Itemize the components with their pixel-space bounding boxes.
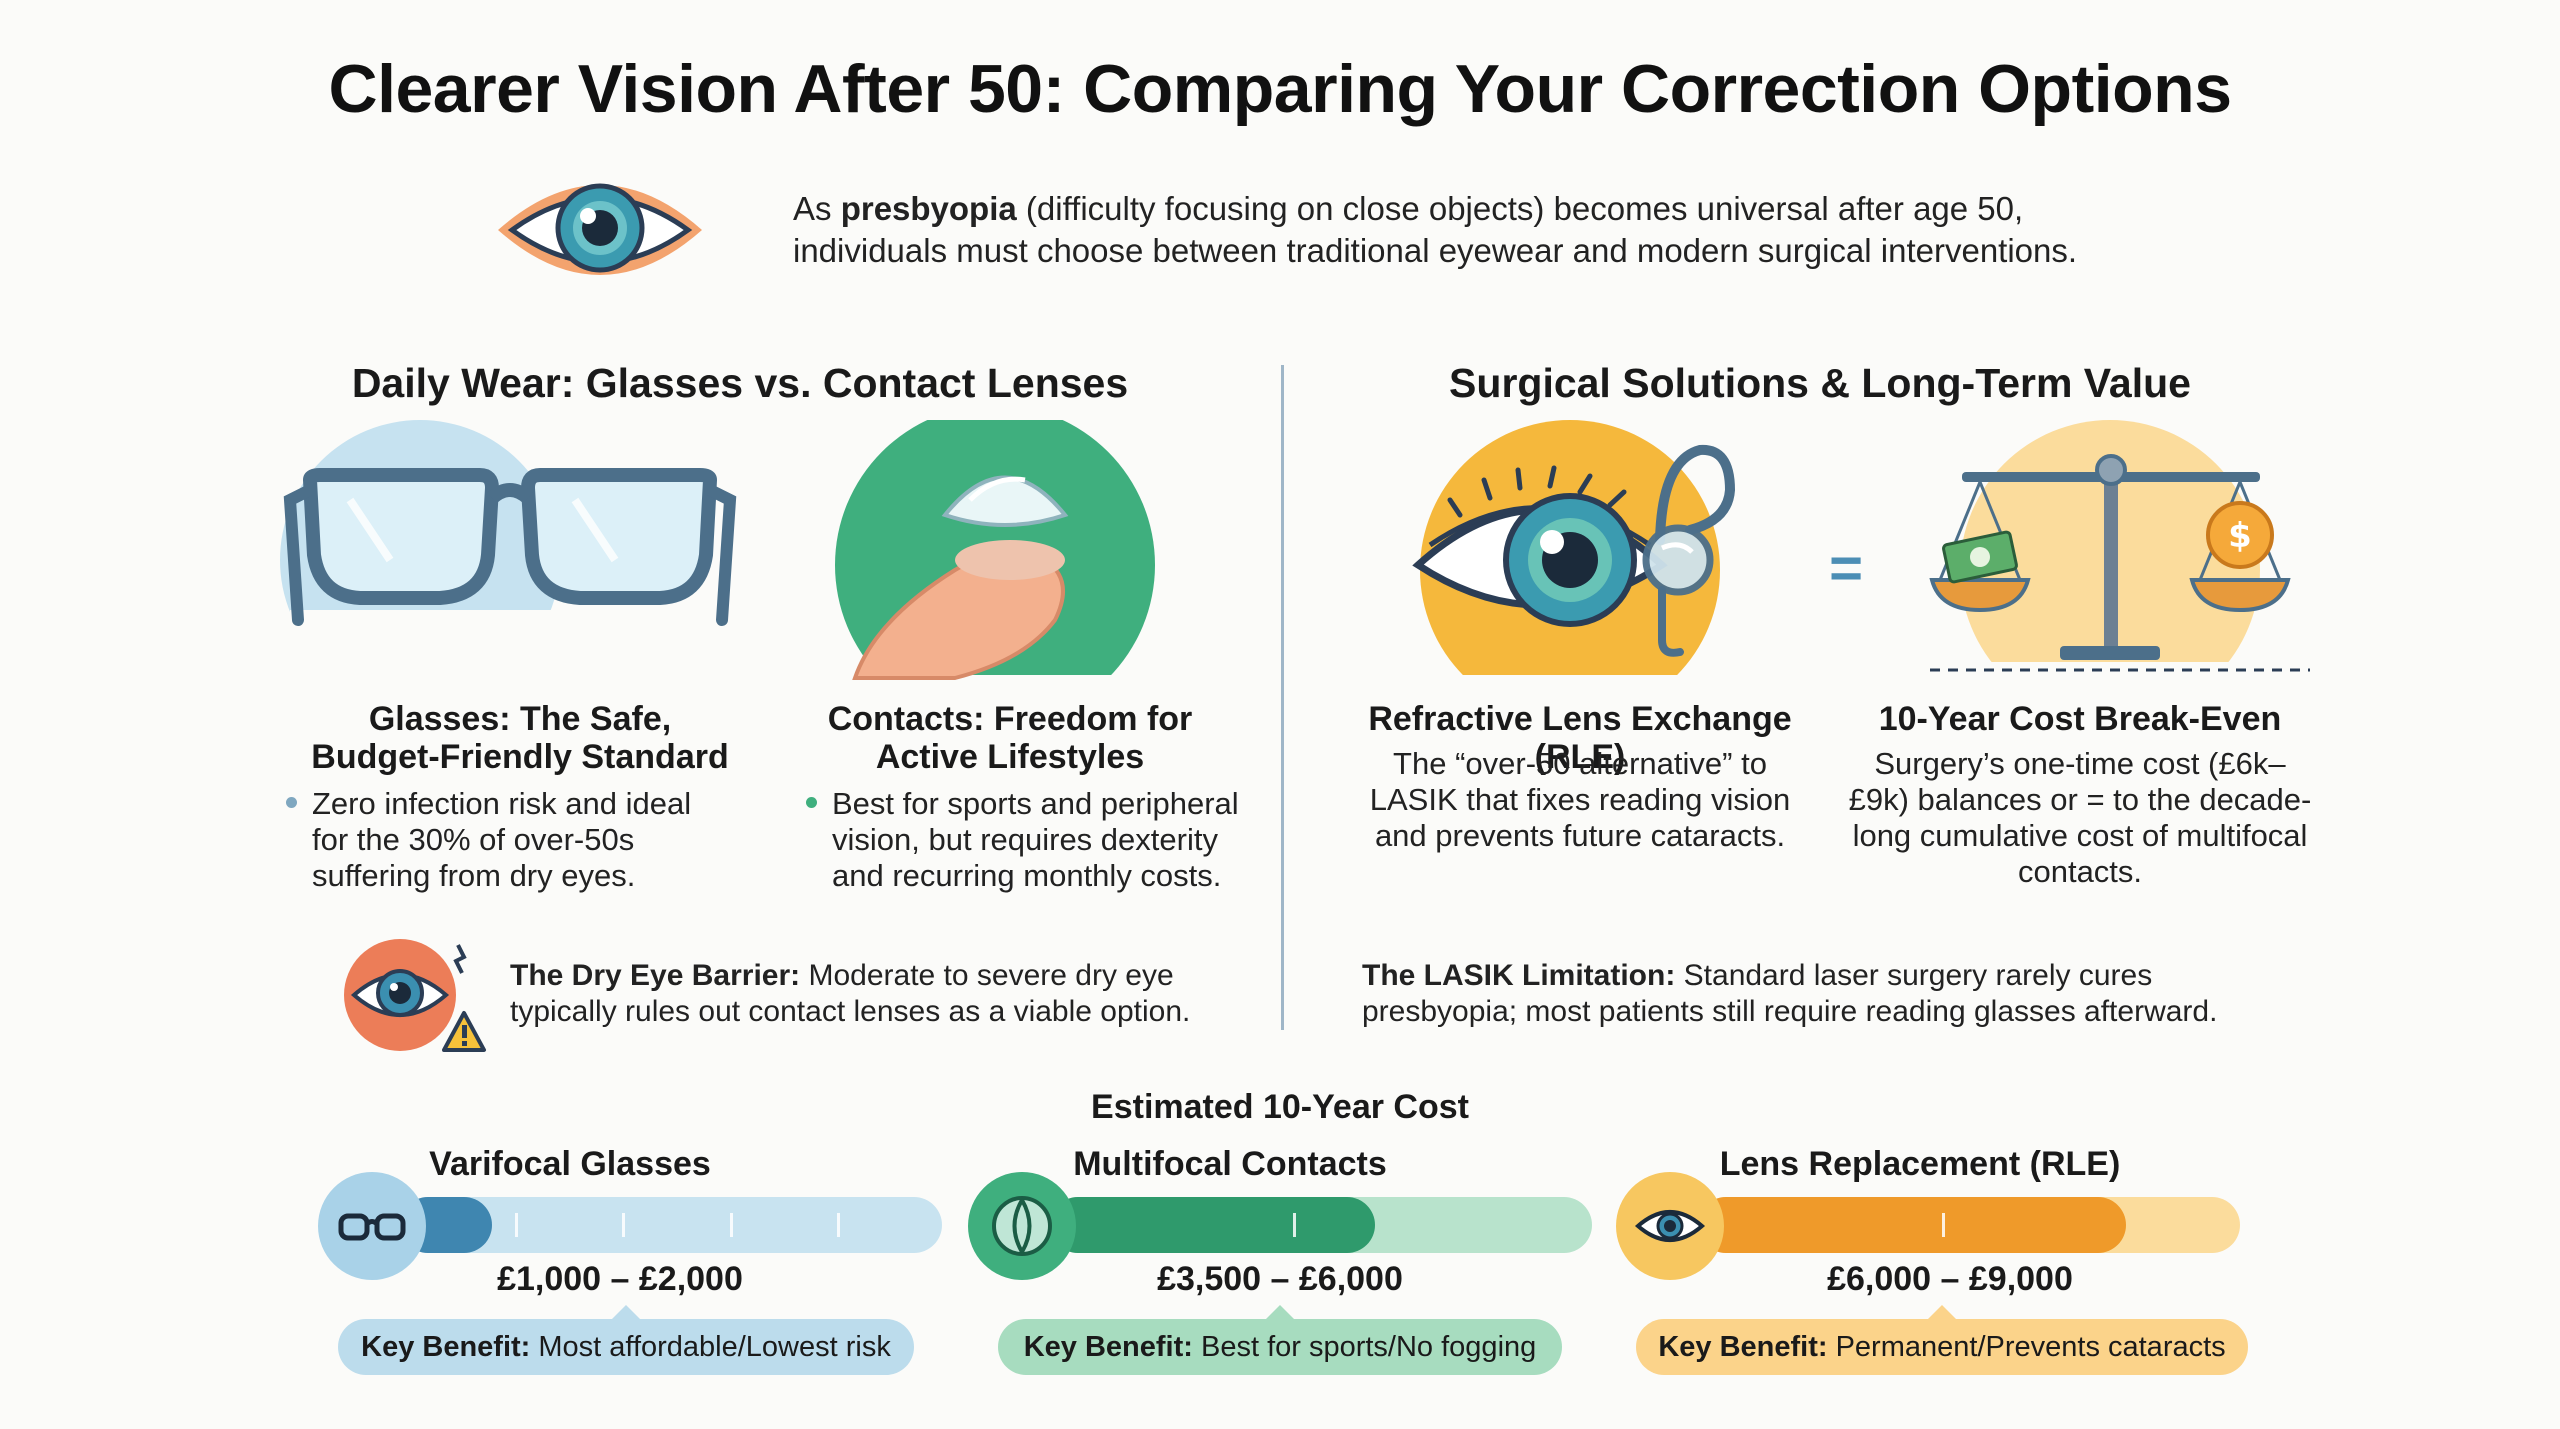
- balance-scale-illustration: $: [1910, 420, 2330, 720]
- rle-benefit: Key Benefit: Permanent/Prevents cataract…: [1636, 1319, 2248, 1375]
- cost-heading: Estimated 10-Year Cost: [1091, 1088, 1469, 1126]
- breakeven-title: 10-Year Cost Break-Even: [1878, 700, 2282, 738]
- intro-text: As presbyopia (difficulty focusing on cl…: [793, 190, 2078, 269]
- contacts-body: Best for sports and peripheral vision, b…: [832, 786, 1239, 893]
- rle-cost-fill: [1698, 1197, 2127, 1253]
- rle-body: The “over-50 alternative” to LASIK that …: [1369, 746, 1791, 853]
- daily-wear-heading: Daily Wear: Glasses vs. Contact Lenses: [351, 360, 1129, 406]
- multifocal-benefit: Key Benefit: Best for sports/No fogging: [998, 1319, 1562, 1375]
- glasses-illustration: [280, 420, 740, 700]
- lasik-note: The LASIK Limitation: Standard laser sur…: [1362, 959, 2218, 1028]
- surgical-heading: Surgical Solutions & Long-Term Value: [1449, 360, 2191, 406]
- multifocal-range: £3,500 – £6,000: [1157, 1260, 1403, 1298]
- rle-cost-range: £6,000 – £9,000: [1827, 1260, 2073, 1298]
- glasses-title: Glasses: The Safe, Budget-Friendly Stand…: [311, 700, 729, 776]
- contacts-title: Contacts: Freedom for Active Lifestyles: [827, 700, 1193, 776]
- svg-text:$: $: [2228, 516, 2252, 556]
- multifocal-caret: [1266, 1305, 1294, 1319]
- eye-icon: [490, 160, 710, 300]
- dry-eye-note: The Dry Eye Barrier: Moderate to severe …: [510, 959, 1191, 1028]
- equals-sign: =: [1829, 536, 1863, 601]
- contacts-bullet: [806, 797, 817, 808]
- contact-lens-illustration: [835, 405, 1175, 725]
- varifocal-range: £1,000 – £2,000: [497, 1260, 743, 1298]
- contact-lens-icon: [968, 1172, 1076, 1280]
- glasses-bullet: [286, 797, 297, 808]
- rle-cost-title: Lens Replacement (RLE): [1719, 1145, 2121, 1183]
- varifocal-caret: [612, 1305, 640, 1319]
- glasses-body: Zero infection risk and ideal for the 30…: [312, 786, 692, 893]
- multifocal-cost-fill: [1050, 1197, 1376, 1253]
- multifocal-cost-bar: [1050, 1197, 1592, 1253]
- presbyopia-term: presbyopia: [840, 190, 1017, 227]
- rle-title: Refractive Lens Exchange (RLE): [1368, 700, 1792, 776]
- varifocal-benefit: Key Benefit: Most affordable/Lowest risk: [338, 1319, 914, 1375]
- page-title: Clearer Vision After 50: Comparing Your …: [328, 51, 2232, 127]
- varifocal-title: Varifocal Glasses: [429, 1145, 711, 1183]
- rle-caret: [1928, 1305, 1956, 1319]
- dry-eye-warning-icon: [340, 935, 490, 1055]
- rle-cost-bar: [1698, 1197, 2240, 1253]
- multifocal-title: Multifocal Contacts: [1073, 1145, 1387, 1183]
- varifocal-cost-bar: [400, 1197, 942, 1253]
- breakeven-body: Surgery’s one-time cost (£6k–£9k) balanc…: [1848, 746, 2312, 889]
- glasses-icon: [318, 1172, 426, 1280]
- eye-icon: [1616, 1172, 1724, 1280]
- lens-exchange-illustration: [1400, 420, 1790, 720]
- section-divider: [1281, 365, 1284, 1030]
